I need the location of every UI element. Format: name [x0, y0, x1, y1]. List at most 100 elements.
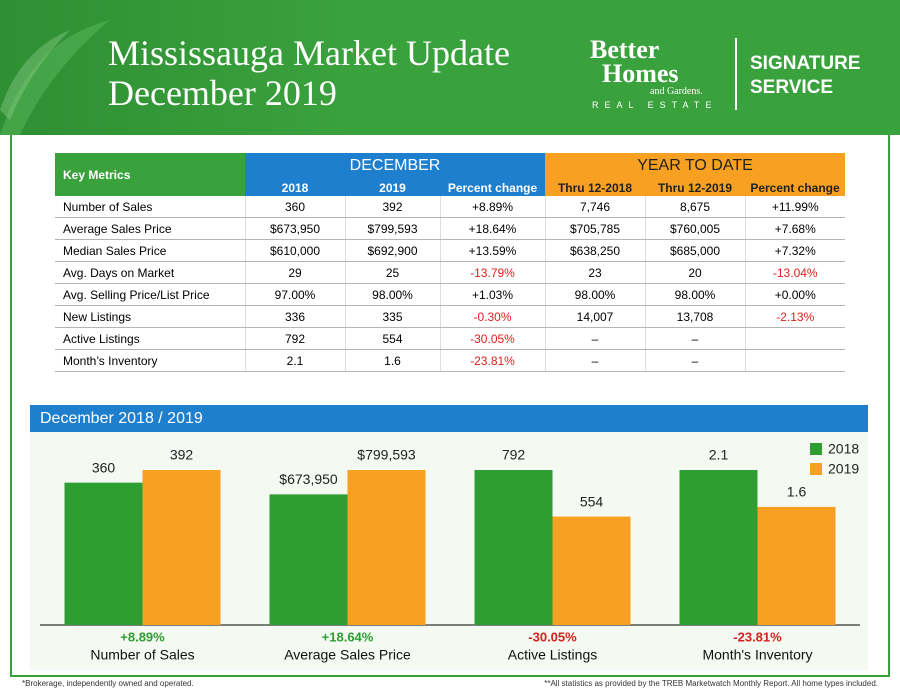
cell: +8.89%	[439, 196, 545, 218]
metric-name: New Listings	[55, 305, 245, 328]
cell: -13.79%	[439, 261, 545, 284]
change-label: +18.64%	[322, 629, 374, 644]
legend-swatch	[810, 443, 822, 455]
bar	[679, 470, 758, 625]
category-label: Active Listings	[508, 647, 597, 663]
logo-text: SERVICE	[750, 77, 834, 98]
cell: +7.68%	[744, 217, 845, 240]
cell: $685,000	[644, 239, 745, 262]
category-label: Number of Sales	[90, 647, 194, 663]
table-row: Avg. Days on Market 29 25 -13.79% 23 20 -13.04…	[55, 261, 845, 284]
bar	[552, 516, 631, 625]
cell: 792	[244, 327, 345, 350]
cell: $673,950	[244, 217, 345, 240]
column-header: 2018	[245, 179, 345, 196]
cell: 14,007	[544, 305, 645, 328]
cell: +13.59%	[439, 239, 545, 262]
cell: -23.81%	[439, 349, 545, 372]
cell: 1.6	[344, 349, 440, 372]
metrics-table: Key Metrics DECEMBER YEAR TO DATE 2018 20…	[55, 153, 845, 372]
cell: 8,675	[644, 196, 745, 218]
table-row: Active Listings 792 554 -30.05% – –	[55, 327, 845, 350]
cell: –	[644, 349, 745, 372]
cell: -13.04%	[744, 261, 845, 284]
divider	[735, 38, 737, 110]
cell: –	[644, 327, 745, 350]
value-label: 1.6	[787, 484, 807, 500]
cell: $692,900	[344, 239, 440, 262]
table-row: Avg. Selling Price/List Price 97.00% 98.00…	[55, 283, 845, 306]
table-row: Month’s Inventory 2.1 1.6 -23.81% – –	[55, 349, 845, 372]
cell: -30.05%	[439, 327, 545, 350]
logo-text: Homes	[602, 59, 679, 88]
group-header: DECEMBER	[245, 153, 545, 179]
header: Mississauga Market Update December 2019 …	[0, 0, 900, 135]
logo-text: REAL ESTATE	[592, 100, 718, 110]
cell: 336	[244, 305, 345, 328]
cell: +18.64%	[439, 217, 545, 240]
bar	[474, 470, 553, 625]
logo: Better Homes	[590, 37, 679, 88]
change-label: -30.05%	[528, 629, 577, 644]
cell: $799,593	[344, 217, 440, 240]
column-header: Percent change	[745, 179, 845, 196]
frame	[10, 135, 890, 677]
value-label: 392	[170, 447, 194, 463]
cell: $705,785	[544, 217, 645, 240]
value-label: 554	[580, 493, 604, 509]
table-row: Median Sales Price $610,000 $692,900 +13.59…	[55, 239, 845, 262]
category-label: Average Sales Price	[284, 647, 411, 663]
cell: –	[544, 349, 645, 372]
metric-name: Median Sales Price	[55, 239, 245, 262]
cell: 7,746	[544, 196, 645, 218]
cell: +11.99%	[744, 196, 845, 218]
table-row: Number of Sales 360 392 +8.89% 7,746 8,675 +11…	[55, 196, 845, 218]
cell: 392	[344, 196, 440, 218]
chart: 2018 2019 360 392 +8.89% Number of Sales $673,…	[30, 432, 868, 670]
category-label: Month's Inventory	[702, 647, 812, 663]
footnote: **All statistics as provided by the TREB…	[544, 679, 878, 688]
cell: $638,250	[544, 239, 645, 262]
chart-title: December 2018 / 2019	[30, 405, 868, 432]
cell: 335	[344, 305, 440, 328]
value-label: $673,950	[279, 471, 338, 487]
metric-name: Month’s Inventory	[55, 349, 245, 372]
cell: 554	[344, 327, 440, 350]
cell: $610,000	[244, 239, 345, 262]
column-header: Percent change	[440, 179, 545, 196]
cell	[744, 327, 845, 350]
bar	[757, 506, 836, 625]
metric-name: Avg. Selling Price/List Price	[55, 283, 245, 306]
metric-name: Number of Sales	[55, 196, 245, 218]
value-label: 2.1	[709, 447, 729, 463]
change-label: -23.81%	[733, 629, 782, 644]
cell: +7.32%	[744, 239, 845, 262]
title: Mississauga Market Update	[108, 33, 510, 73]
value-label: 792	[502, 447, 526, 463]
bar	[142, 470, 221, 625]
bar	[64, 482, 143, 625]
column-header: Thru 12-2019	[645, 179, 745, 196]
cell	[744, 349, 845, 372]
leaf-decoration	[0, 20, 110, 135]
cell: 25	[344, 261, 440, 284]
cell: 98.00%	[344, 283, 440, 306]
legend-label: 2018	[828, 441, 859, 457]
cell: +1.03%	[439, 283, 545, 306]
cell: 23	[544, 261, 645, 284]
logo-text: SIGNATURE	[750, 53, 861, 74]
cell: 98.00%	[544, 283, 645, 306]
cell: -0.30%	[439, 305, 545, 328]
logo-text: and Gardens.	[650, 86, 703, 97]
table-row: New Listings 336 335 -0.30% 14,007 13,708 -2.1…	[55, 305, 845, 328]
cell: 20	[644, 261, 745, 284]
cell: 360	[244, 196, 345, 218]
cell: 13,708	[644, 305, 745, 328]
bar	[269, 494, 348, 625]
column-header: Thru 12-2018	[545, 179, 645, 196]
cell: 98.00%	[644, 283, 745, 306]
cell: –	[544, 327, 645, 350]
cell: $760,005	[644, 217, 745, 240]
cell: -2.13%	[744, 305, 845, 328]
